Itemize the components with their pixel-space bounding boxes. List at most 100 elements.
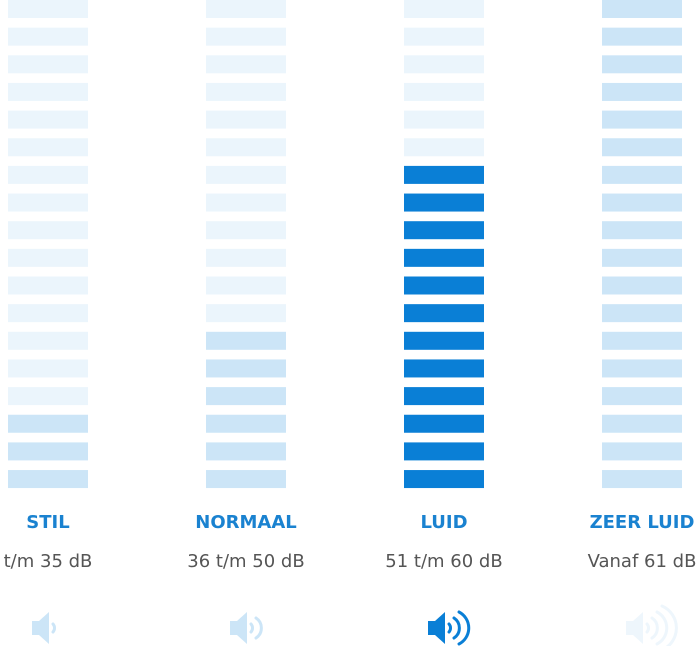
level-range: t/m 35 dB bbox=[4, 551, 93, 572]
speaker-wave bbox=[645, 622, 650, 634]
speaker-wave bbox=[51, 622, 56, 634]
level-bar-filled bbox=[404, 442, 484, 461]
level-bar bbox=[8, 82, 88, 101]
level-bar-filled bbox=[602, 193, 682, 212]
level-range: 51 t/m 60 dB bbox=[385, 551, 502, 572]
level-label: NORMAAL bbox=[195, 512, 296, 533]
level-label: LUID bbox=[420, 512, 467, 533]
level-bar-filled bbox=[8, 442, 88, 461]
level-bar-filled bbox=[404, 276, 484, 295]
speaker-body bbox=[32, 612, 49, 644]
level-range: Vanaf 61 dB bbox=[588, 551, 697, 572]
level-bar-filled bbox=[8, 414, 88, 433]
level-bar-filled bbox=[602, 221, 682, 240]
level-bar-filled bbox=[602, 414, 682, 433]
level-bar-filled bbox=[8, 470, 88, 489]
level-bar-filled bbox=[404, 387, 484, 406]
speaker-wave bbox=[249, 622, 254, 634]
level-bar-filled bbox=[206, 442, 286, 461]
level-bar bbox=[8, 387, 88, 406]
speaker-icon bbox=[230, 612, 263, 644]
level-bar-filled bbox=[602, 359, 682, 378]
level-bar bbox=[8, 276, 88, 295]
speaker-icon bbox=[626, 604, 678, 646]
level-bar-filled bbox=[404, 304, 484, 323]
level-bar bbox=[8, 165, 88, 184]
level-bar bbox=[206, 248, 286, 267]
speaker-wave bbox=[457, 610, 471, 646]
level-bar bbox=[8, 359, 88, 378]
level-bar-filled bbox=[404, 331, 484, 350]
speaker-icon bbox=[32, 612, 56, 644]
level-bar bbox=[404, 0, 484, 18]
level-bar-filled bbox=[404, 193, 484, 212]
level-bar-filled bbox=[602, 0, 682, 18]
level-bar-filled bbox=[404, 221, 484, 240]
speaker-wave bbox=[650, 616, 659, 640]
level-bar-filled bbox=[206, 470, 286, 489]
level-bar bbox=[404, 110, 484, 129]
level-bar-filled bbox=[602, 442, 682, 461]
level-bar-filled bbox=[602, 304, 682, 323]
level-range: 36 t/m 50 dB bbox=[187, 551, 304, 572]
level-bar bbox=[206, 221, 286, 240]
level-bar-filled bbox=[602, 110, 682, 129]
level-bar bbox=[8, 110, 88, 129]
level-bar-filled bbox=[602, 248, 682, 267]
level-bar bbox=[8, 55, 88, 74]
level-bar bbox=[206, 138, 286, 157]
level-bar bbox=[8, 248, 88, 267]
level-bar-filled bbox=[602, 55, 682, 74]
level-bar-filled bbox=[404, 470, 484, 489]
speaker-wave bbox=[452, 616, 461, 640]
speaker-wave bbox=[254, 616, 263, 640]
level-bar bbox=[8, 331, 88, 350]
speaker-wave bbox=[447, 622, 452, 634]
speaker-body bbox=[230, 612, 247, 644]
level-bar bbox=[206, 193, 286, 212]
level-bar bbox=[8, 193, 88, 212]
level-bar bbox=[8, 138, 88, 157]
level-bar bbox=[404, 138, 484, 157]
speaker-body bbox=[626, 612, 643, 644]
speaker-body bbox=[428, 612, 445, 644]
level-bar-filled bbox=[206, 359, 286, 378]
level-bar bbox=[8, 27, 88, 46]
level-bar-filled bbox=[404, 165, 484, 184]
level-bar-filled bbox=[602, 276, 682, 295]
level-bar-filled bbox=[602, 331, 682, 350]
level-bar-filled bbox=[404, 248, 484, 267]
level-bar bbox=[206, 27, 286, 46]
level-label: ZEER LUID bbox=[590, 512, 695, 533]
level-bar-filled bbox=[206, 387, 286, 406]
level-bar bbox=[206, 276, 286, 295]
level-bar-filled bbox=[404, 414, 484, 433]
level-bar-filled bbox=[602, 27, 682, 46]
speaker-icon bbox=[428, 610, 471, 646]
level-bar-filled bbox=[602, 82, 682, 101]
level-bar-filled bbox=[206, 331, 286, 350]
level-bar bbox=[404, 55, 484, 74]
level-bar-filled bbox=[206, 414, 286, 433]
level-bar bbox=[404, 82, 484, 101]
speaker-wave bbox=[655, 610, 669, 646]
level-bar-filled bbox=[602, 138, 682, 157]
level-bar bbox=[8, 304, 88, 323]
level-bar bbox=[206, 0, 286, 18]
level-bar bbox=[206, 304, 286, 323]
level-bar bbox=[8, 221, 88, 240]
level-bar bbox=[206, 165, 286, 184]
level-bar-filled bbox=[602, 470, 682, 489]
level-bar-filled bbox=[404, 359, 484, 378]
level-bar bbox=[404, 27, 484, 46]
level-bar-filled bbox=[602, 165, 682, 184]
speaker-wave bbox=[660, 604, 678, 646]
level-bar bbox=[206, 55, 286, 74]
level-label: STIL bbox=[26, 512, 69, 533]
level-bar bbox=[206, 82, 286, 101]
level-bar bbox=[206, 110, 286, 129]
level-bar-filled bbox=[602, 387, 682, 406]
level-bar bbox=[8, 0, 88, 18]
